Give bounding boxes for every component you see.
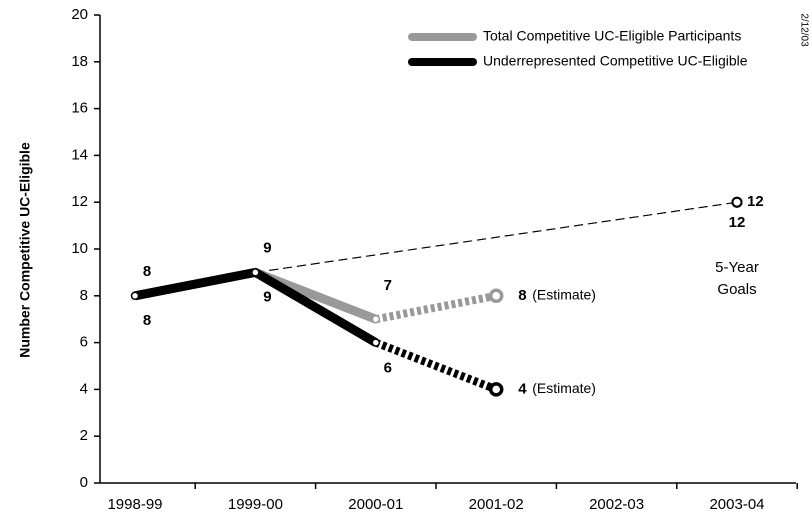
data-label: 8 [143, 263, 151, 280]
goal-marker [731, 196, 743, 208]
y-tick-label: 14 [71, 146, 88, 163]
data-label: 8 [518, 287, 526, 304]
estimate-marker [488, 288, 504, 304]
point-marker [371, 338, 381, 347]
y-tick-label: 2 [80, 427, 88, 444]
legend-label: Total Competitive UC-Eligible Participan… [483, 28, 741, 44]
x-tick-label: 2002-03 [589, 496, 644, 513]
estimate-marker [488, 382, 504, 397]
data-label: 6 [384, 360, 392, 377]
x-tick-label: 2003-04 [709, 496, 764, 513]
y-tick-label: 10 [71, 240, 88, 257]
point-marker [371, 314, 381, 324]
series-line [134, 267, 378, 324]
data-label: 9 [263, 288, 271, 305]
point-marker [130, 291, 140, 301]
data-label: 4 [518, 380, 527, 397]
y-tick-label: 0 [80, 474, 88, 491]
x-tick-label: 1999-00 [228, 496, 283, 513]
y-tick-label: 12 [71, 193, 88, 210]
data-label: 7 [384, 277, 392, 294]
legend-label: Underrepresented Competitive UC-Eligible [483, 53, 748, 69]
x-tick-label: 1998-99 [107, 496, 162, 513]
y-tick-label: 4 [80, 380, 88, 397]
goal-label: 5-Year [715, 259, 759, 276]
x-tick-label: 2000-01 [348, 496, 403, 513]
data-label: 8 [143, 312, 151, 329]
estimate-line [375, 291, 497, 324]
y-axis-label: Number Competitive UC-Eligible [17, 142, 33, 358]
estimate-line [374, 338, 498, 394]
point-marker [251, 268, 260, 277]
estimate-label: (Estimate) [532, 287, 596, 303]
data-label: 12 [747, 193, 764, 210]
data-label: 9 [263, 239, 271, 256]
estimate-label: (Estimate) [532, 380, 596, 396]
y-tick-label: 18 [71, 53, 88, 70]
y-tick-label: 6 [80, 334, 88, 351]
goal-line [255, 201, 738, 273]
y-tick-label: 8 [80, 287, 88, 304]
y-tick-label: 20 [71, 6, 88, 23]
x-tick-label: 2001-02 [469, 496, 524, 513]
date-note: 2/12/03 [798, 13, 809, 47]
y-tick-label: 16 [71, 100, 88, 117]
goal-label: Goals [717, 281, 756, 298]
data-label: 12 [729, 214, 746, 231]
